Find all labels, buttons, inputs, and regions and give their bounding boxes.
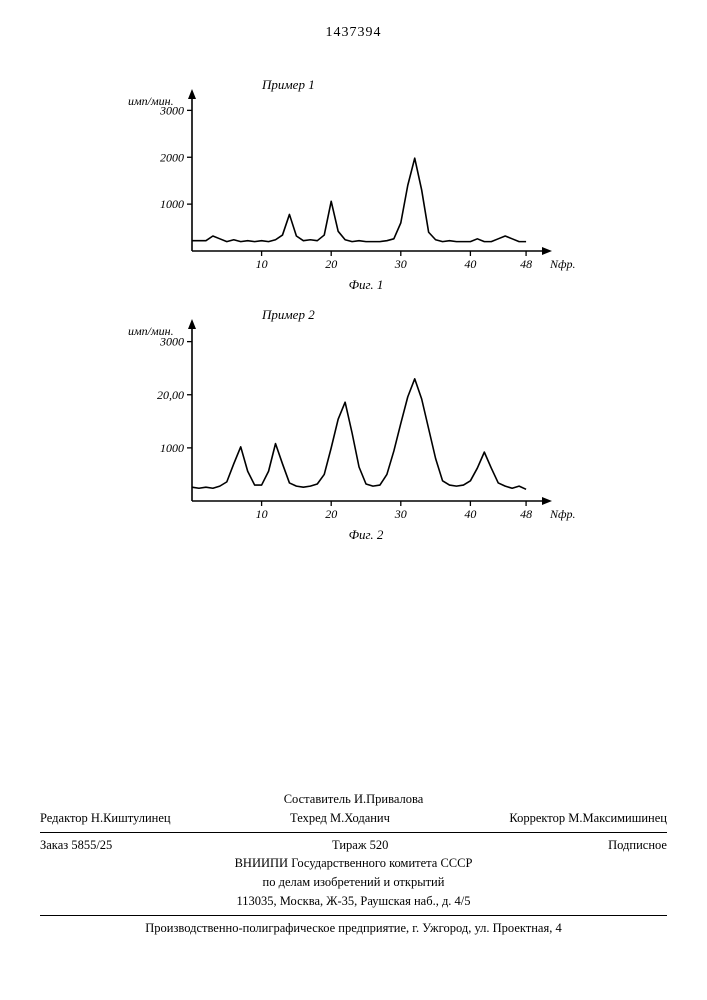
svg-text:Пример 2: Пример 2 <box>261 307 315 322</box>
org-line-2: по делам изобретений и открытий <box>40 873 667 892</box>
svg-text:10: 10 <box>256 507 268 521</box>
footer-block: Составитель И.Привалова Редактор Н.Кишту… <box>40 790 667 937</box>
chart-1: 1000200030001020304048Пример 1имп/мин.Nф… <box>120 65 580 295</box>
tirazh-label: Тираж <box>332 838 366 852</box>
divider-2 <box>40 915 667 916</box>
svg-text:2000: 2000 <box>160 150 184 164</box>
svg-text:30: 30 <box>394 257 407 271</box>
compiler-name: И.Привалова <box>354 792 423 806</box>
svg-text:Пример 1: Пример 1 <box>261 77 315 92</box>
svg-text:1000: 1000 <box>160 441 184 455</box>
svg-text:имп/мин.: имп/мин. <box>128 94 174 108</box>
svg-text:Nфр.: Nфр. <box>549 507 576 521</box>
svg-text:имп/мин.: имп/мин. <box>128 324 174 338</box>
compiler-label: Составитель <box>284 792 351 806</box>
svg-text:Nфр.: Nфр. <box>549 257 576 271</box>
divider-1 <box>40 832 667 833</box>
corrector-name: М.Максимишинец <box>568 811 667 825</box>
sign-label: Подписное <box>608 836 667 855</box>
svg-text:40: 40 <box>464 507 476 521</box>
svg-text:48: 48 <box>520 507 532 521</box>
printer-line: Производственно-полиграфическое предприя… <box>40 919 667 938</box>
tirazh-value: 520 <box>370 838 389 852</box>
org-line-1: ВНИИПИ Государственного комитета СССР <box>40 854 667 873</box>
chart-2: 100020,0030001020304048Пример 2имп/мин.N… <box>120 295 580 545</box>
svg-text:20: 20 <box>325 507 337 521</box>
svg-text:Фиг. 2: Фиг. 2 <box>349 527 384 542</box>
corrector-label: Корректор <box>509 811 565 825</box>
svg-text:30: 30 <box>394 507 407 521</box>
svg-text:20: 20 <box>325 257 337 271</box>
tech-label: Техред <box>290 811 327 825</box>
charts-area: 1000200030001020304048Пример 1имп/мин.Nф… <box>120 65 580 545</box>
order-value: 5855/25 <box>71 838 112 852</box>
tech-name: М.Ходанич <box>330 811 390 825</box>
editor-name: Н.Киштулинец <box>91 811 171 825</box>
svg-text:10: 10 <box>256 257 268 271</box>
svg-text:Фиг. 1: Фиг. 1 <box>349 277 384 292</box>
svg-text:20,00: 20,00 <box>157 388 184 402</box>
svg-text:48: 48 <box>520 257 532 271</box>
editor-label: Редактор <box>40 811 88 825</box>
order-label: Заказ <box>40 838 68 852</box>
page-number: 1437394 <box>0 25 707 41</box>
svg-text:1000: 1000 <box>160 197 184 211</box>
svg-text:40: 40 <box>464 257 476 271</box>
org-addr: 113035, Москва, Ж-35, Раушская наб., д. … <box>40 892 667 911</box>
